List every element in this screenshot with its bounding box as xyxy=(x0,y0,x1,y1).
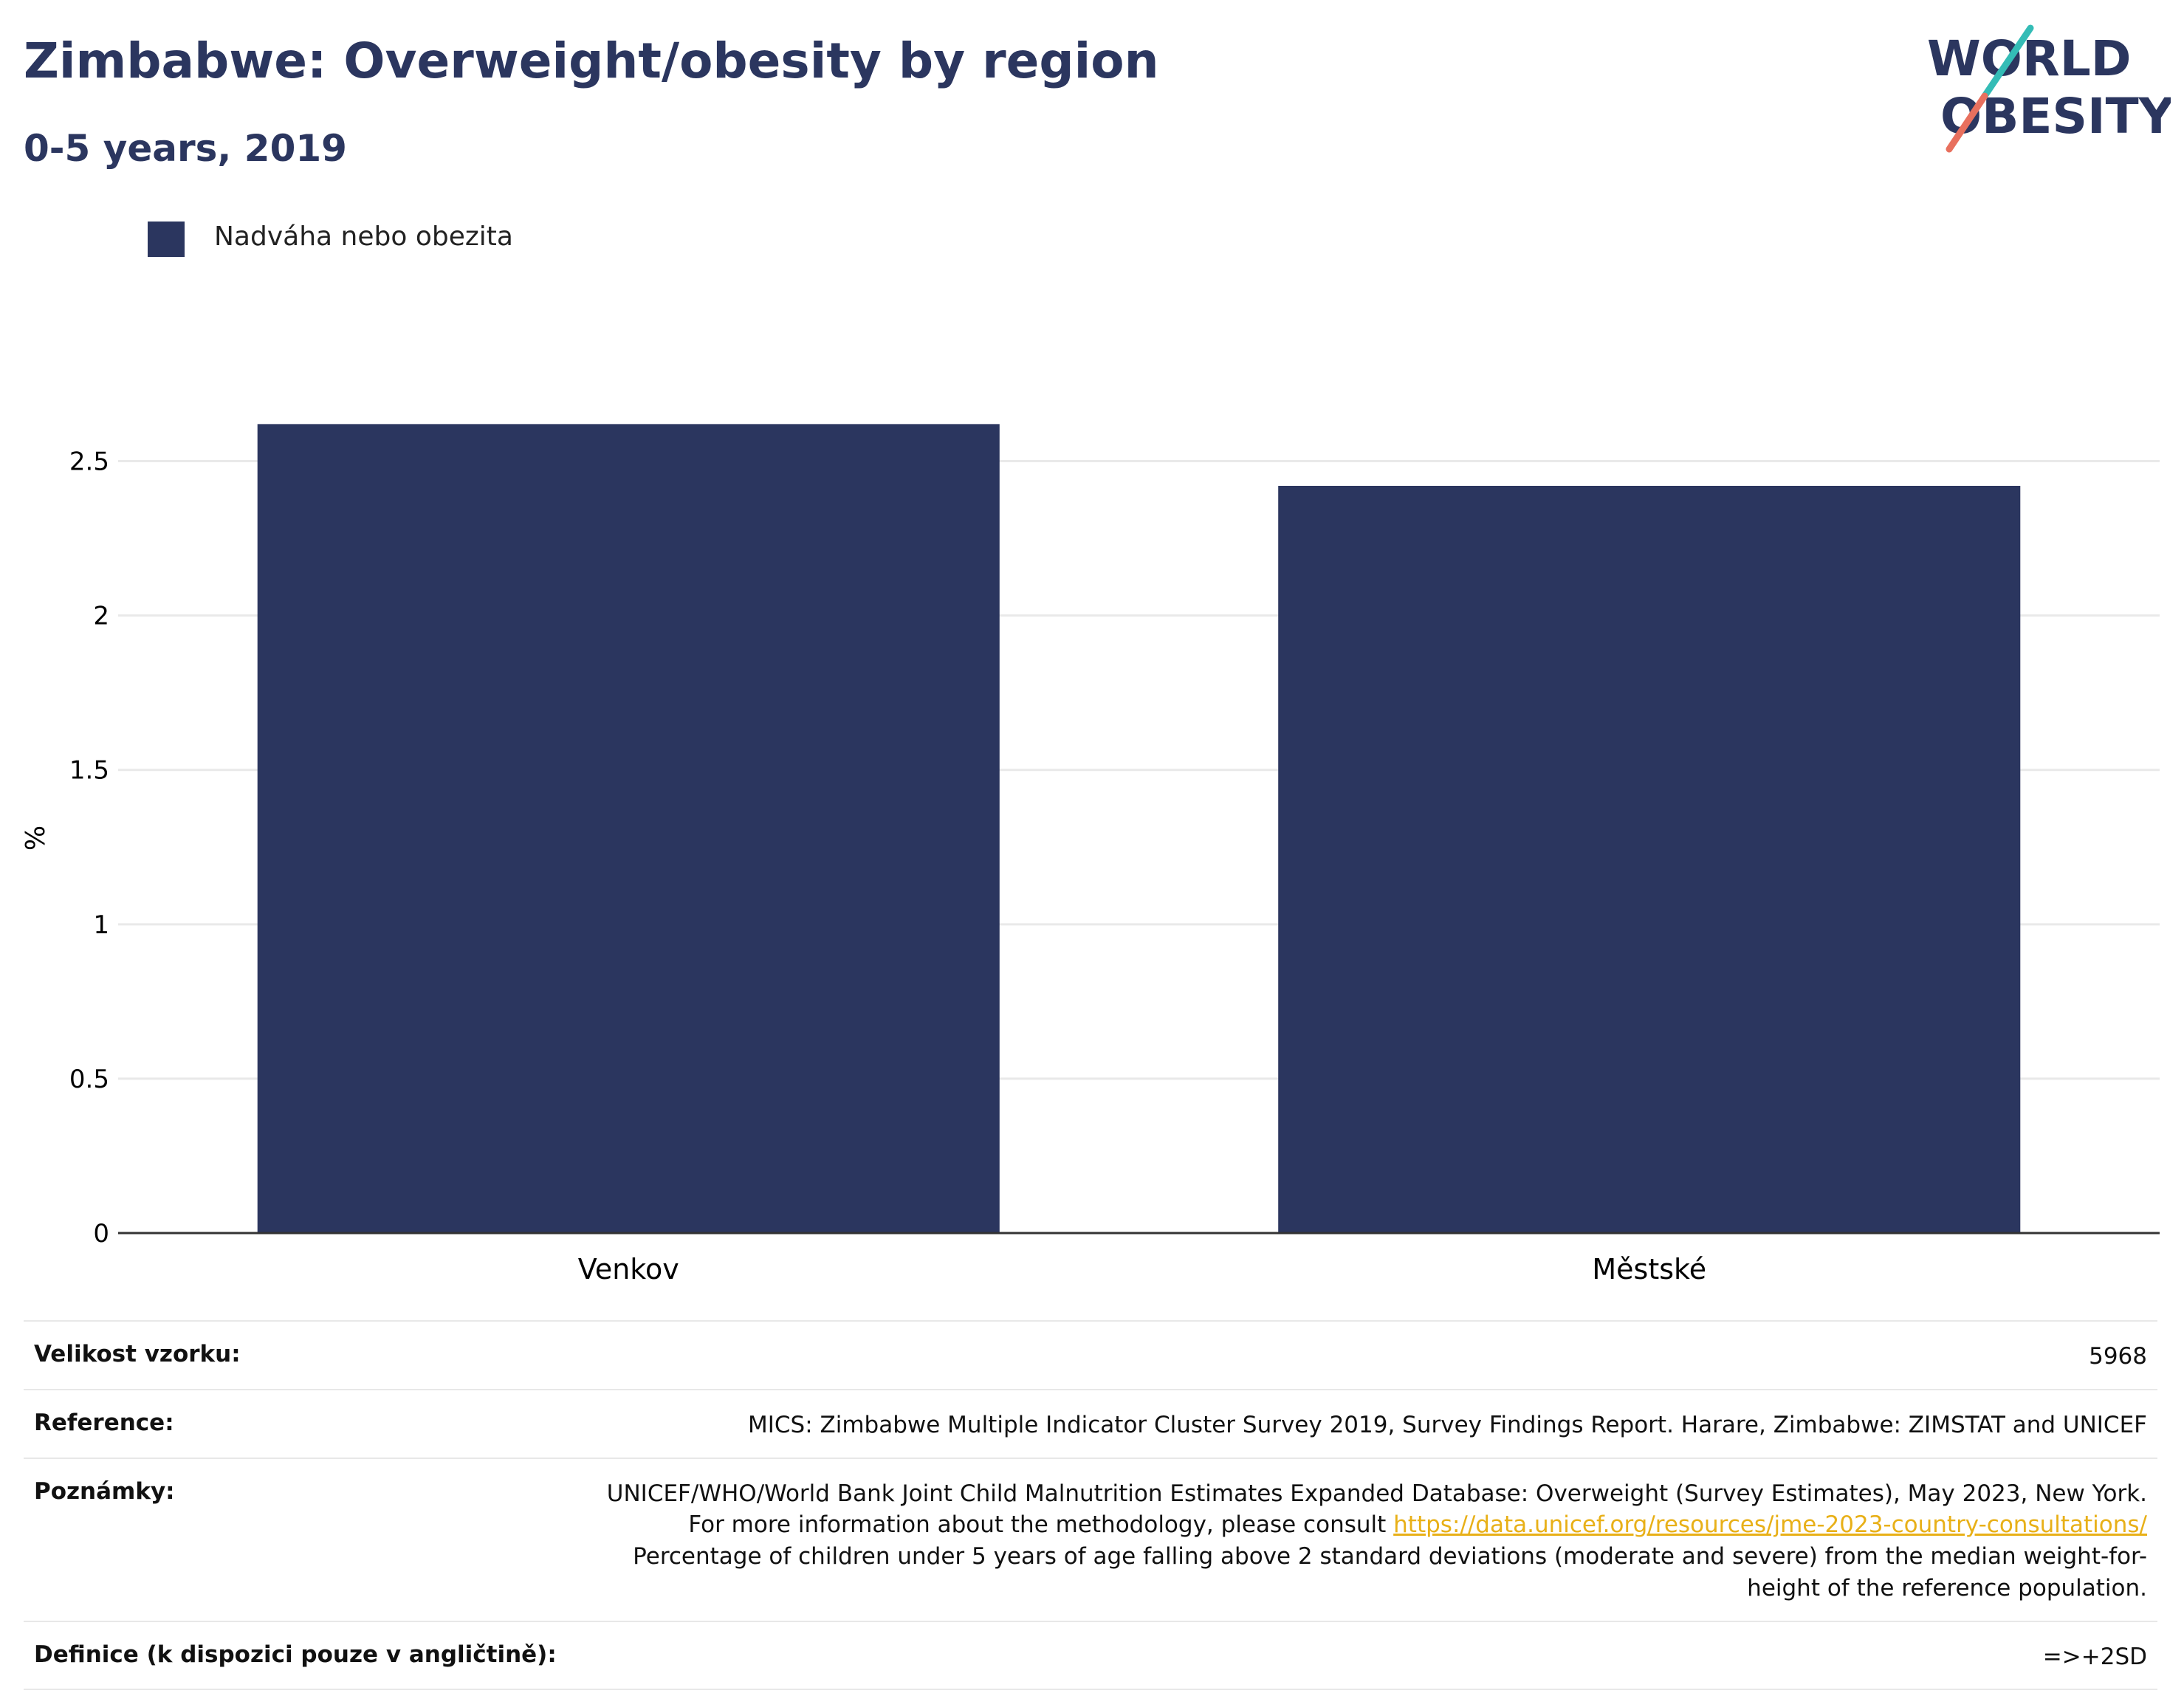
legend-label: Nadváha nebo obezita xyxy=(214,222,513,252)
chart-subtitle: 0-5 years, 2019 xyxy=(24,127,347,170)
svg-text:OBESITY: OBESITY xyxy=(1940,88,2171,145)
y-tick-label: 2 xyxy=(93,602,109,631)
world-obesity-logo: WORLD OBESITY xyxy=(1927,24,2171,153)
info-row-definition: Definice (k dispozici pouze v angličtině… xyxy=(24,1620,2157,1691)
notes-label: Poznámky: xyxy=(34,1477,175,1505)
bar[interactable] xyxy=(1278,486,2021,1233)
chart-title: Zimbabwe: Overweight/obesity by region xyxy=(24,32,1159,89)
reference-value: MICS: Zimbabwe Multiple Indicator Cluste… xyxy=(747,1411,2147,1438)
sample-size-label: Velikost vzorku: xyxy=(34,1341,241,1367)
y-tick-label: 1 xyxy=(93,910,109,940)
reference-label: Reference: xyxy=(34,1409,174,1436)
bar[interactable] xyxy=(257,424,1000,1233)
legend-swatch xyxy=(148,222,185,257)
y-axis-ticks: 0 0.5 1 1.5 2 2.5 xyxy=(69,447,109,1249)
bars xyxy=(257,424,2021,1233)
notes-definition-text: Percentage of children under 5 years of … xyxy=(633,1543,2147,1601)
y-axis-label: % xyxy=(21,825,51,851)
info-row-sample-size: Velikost vzorku: 5968 xyxy=(24,1320,2157,1389)
x-tick-label: Městské xyxy=(1592,1253,1706,1285)
y-tick-label: 0 xyxy=(93,1219,109,1249)
info-row-notes: Poznámky: UNICEF/WHO/World Bank Joint Ch… xyxy=(24,1457,2157,1621)
x-tick-label: Venkov xyxy=(578,1253,679,1285)
y-tick-label: 1.5 xyxy=(69,756,109,786)
definition-label: Definice (k dispozici pouze v angličtině… xyxy=(34,1641,557,1668)
notes-value: UNICEF/WHO/World Bank Joint Child Malnut… xyxy=(597,1478,2147,1604)
x-axis-labels: Venkov Městské xyxy=(578,1253,1706,1285)
info-row-reference: Reference: MICS: Zimbabwe Multiple Indic… xyxy=(24,1388,2157,1458)
notes-link[interactable]: https://data.unicef.org/resources/jme-20… xyxy=(1393,1511,2147,1539)
y-tick-label: 2.5 xyxy=(69,447,109,477)
info-table: Velikost vzorku: 5968 Reference: MICS: Z… xyxy=(24,1320,2157,1691)
notes-text: UNICEF/WHO/World Bank Joint Child Malnut… xyxy=(606,1480,2147,1539)
sample-size-value: 5968 xyxy=(2089,1343,2147,1370)
svg-text:WORLD: WORLD xyxy=(1927,30,2132,87)
definition-value: =>+2SD xyxy=(2042,1643,2147,1670)
y-tick-label: 0.5 xyxy=(69,1065,109,1094)
bar-chart: 0 0.5 1 1.5 2 2.5 Venkov Městské % xyxy=(21,424,2160,1285)
